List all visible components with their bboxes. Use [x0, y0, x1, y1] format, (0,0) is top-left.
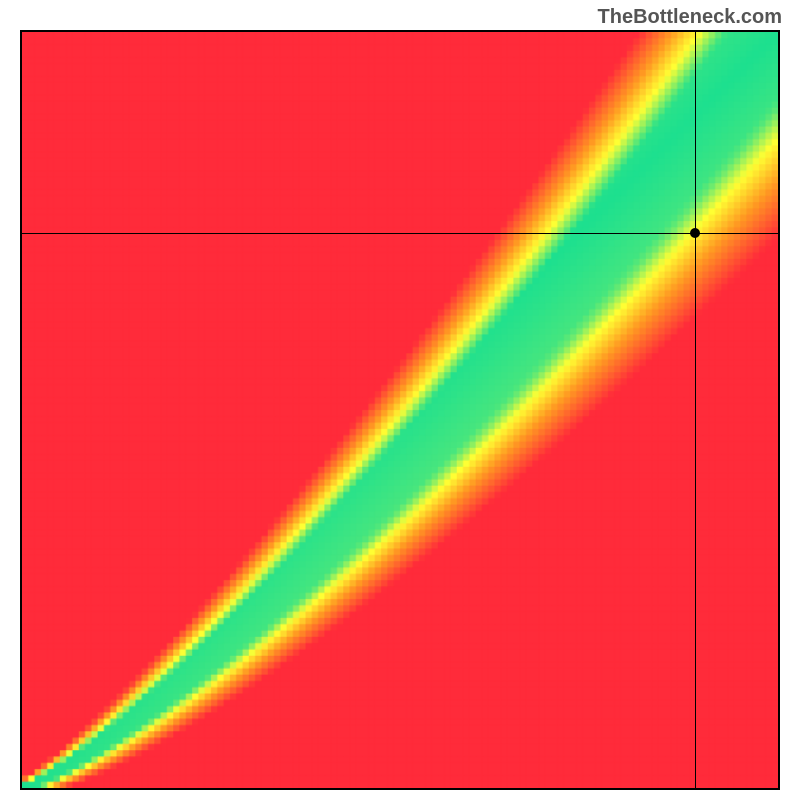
- watermark-text: TheBottleneck.com: [598, 6, 782, 29]
- selection-marker: [690, 228, 700, 238]
- crosshair-vertical: [695, 32, 696, 788]
- heatmap-canvas: [22, 32, 778, 788]
- bottleneck-heatmap: [20, 30, 780, 790]
- crosshair-horizontal: [22, 233, 778, 234]
